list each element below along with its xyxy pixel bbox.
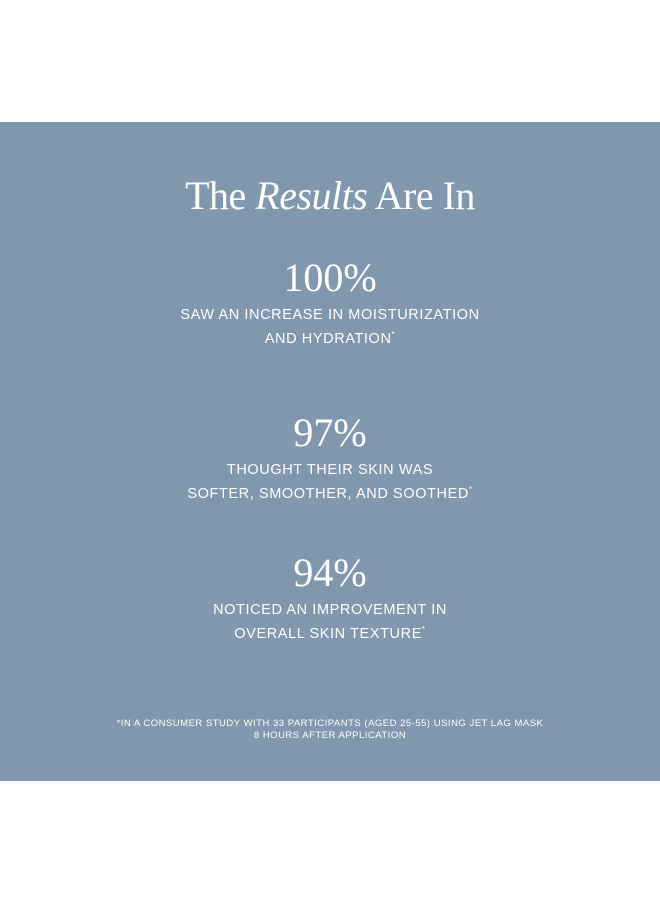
- heading-text-end: Are In: [367, 173, 476, 218]
- stat-description: SAW AN INCREASE IN MOISTURIZATION AND HYD…: [0, 306, 660, 349]
- stat-value: 100%: [283, 255, 377, 300]
- stat-description: THOUGHT THEIR SKIN WAS SOFTER, SMOOTHER, …: [0, 461, 660, 504]
- stat-97: 97% THOUGHT THEIR SKIN WAS SOFTER, SMOOTH…: [0, 411, 660, 504]
- heading: The Results Are In: [0, 172, 660, 219]
- asterisk: *: [391, 330, 396, 339]
- stat-94: 94% NOTICED AN IMPROVEMENT IN OVERALL SKI…: [0, 551, 660, 644]
- asterisk: *: [468, 485, 473, 494]
- desc-line: OVERALL SKIN TEXTURE: [234, 625, 422, 642]
- heading-italic: Results: [255, 173, 368, 218]
- stat-100: 100% SAW AN INCREASE IN MOISTURIZATION AN…: [0, 256, 660, 349]
- footnote: *IN A CONSUMER STUDY WITH 33 PARTICIPANT…: [0, 718, 660, 742]
- asterisk: *: [421, 625, 426, 634]
- footnote-line: *IN A CONSUMER STUDY WITH 33 PARTICIPANT…: [116, 718, 544, 729]
- stat-description: NOTICED AN IMPROVEMENT IN OVERALL SKIN TE…: [0, 601, 660, 644]
- heading-text: The: [185, 173, 256, 218]
- desc-line: SOFTER, SMOOTHER, AND SOOTHED: [187, 485, 469, 502]
- desc-line: SAW AN INCREASE IN MOISTURIZATION: [180, 307, 480, 323]
- footnote-line: 8 HOURS AFTER APPLICATION: [253, 730, 407, 741]
- desc-line: THOUGHT THEIR SKIN WAS: [226, 462, 434, 478]
- results-panel: The Results Are In 100% SAW AN INCREASE …: [0, 122, 660, 781]
- desc-line: AND HYDRATION: [264, 330, 392, 347]
- stat-value: 97%: [293, 410, 367, 455]
- desc-line: NOTICED AN IMPROVEMENT IN: [213, 602, 447, 618]
- stat-value: 94%: [293, 550, 367, 595]
